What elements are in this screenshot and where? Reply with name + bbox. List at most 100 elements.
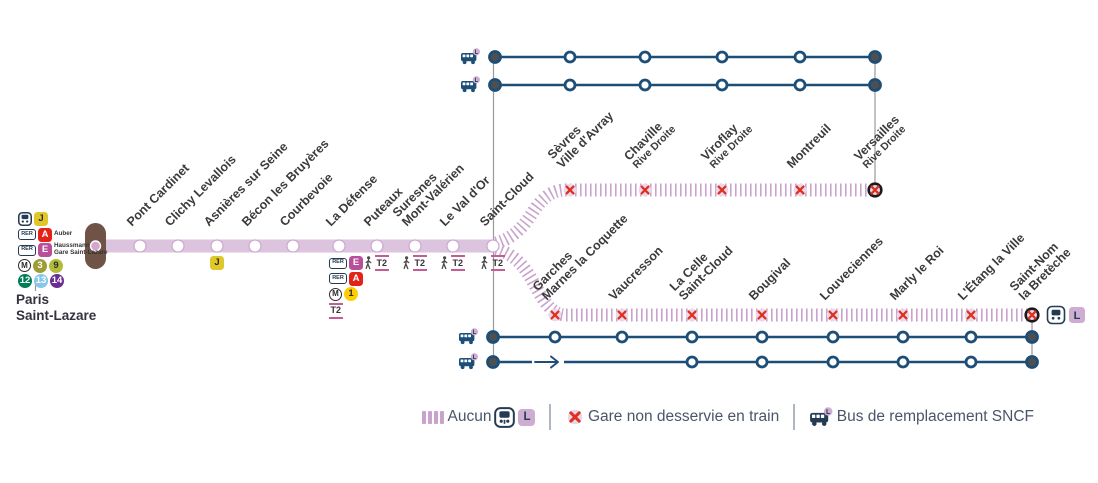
bus-terminal <box>868 50 882 64</box>
bus-stop <box>563 78 577 92</box>
rer-badge: RER <box>18 229 36 240</box>
walk-to-t2-connection: T2 <box>402 255 427 271</box>
station-not-served-louveciennes <box>826 308 840 322</box>
legend-divider <box>793 404 795 430</box>
bus-stop <box>715 50 729 64</box>
line-9-badge: 9 <box>49 258 63 273</box>
bus-stop <box>563 50 577 64</box>
bus-stop <box>638 78 652 92</box>
line-14-badge: 14 <box>50 274 64 288</box>
tram-t2-badge: T2 <box>413 255 427 271</box>
train-icon <box>1046 305 1066 325</box>
replacement-bus-icon: L <box>459 353 478 370</box>
bus-stop <box>896 330 910 344</box>
line-13-badge: 13 <box>34 274 48 288</box>
bus-terminal <box>488 50 502 64</box>
line-l-badge: L <box>518 408 536 426</box>
bus-stop <box>793 50 807 64</box>
station-saint-cloud <box>486 239 500 253</box>
walking-person-icon <box>402 256 411 270</box>
walking-person-icon <box>364 256 373 270</box>
train-icon <box>18 212 32 226</box>
station-courbevoie <box>286 239 300 253</box>
line-1-badge: 1 <box>344 287 358 301</box>
tram-t2-badge: T2 <box>451 255 465 271</box>
terminus-dot <box>89 240 102 252</box>
station-not-served-viroflay-rive-droite <box>715 183 729 197</box>
line-l-badge: L <box>1069 307 1085 323</box>
bus-stop <box>685 355 699 369</box>
station-becon-les-bruyeres <box>248 239 262 253</box>
legend-no-train-item: Aucun L <box>422 406 536 428</box>
station-puteaux <box>370 239 384 253</box>
legend-bus-label: Bus de remplacement SNCF <box>836 408 1035 425</box>
train-icon <box>494 406 516 428</box>
replacement-bus-icon: L <box>461 48 480 65</box>
bus-stop <box>755 330 769 344</box>
no-train-hatch-icon <box>422 410 444 424</box>
station-not-served-chaville-rive-droite <box>638 183 652 197</box>
bus-terminal <box>868 78 882 92</box>
station-not-served-garches-marnes-la-coquette <box>548 308 562 322</box>
station-not-served-sevres-ville-d-avray <box>563 183 577 197</box>
legend-gare-label: Gare non desservie en train <box>587 408 780 425</box>
line-j-badge: J <box>34 212 48 226</box>
line-j-badge: J <box>210 256 224 270</box>
bus-stop <box>964 330 978 344</box>
bus-stop <box>826 330 840 344</box>
station-suresnes-mont-valerien <box>408 239 422 253</box>
paris-saint-lazare-connections: J RER A Auber RER E Haussmann Gare Saint-Lazare… <box>18 212 108 288</box>
replacement-bus-line: L <box>459 328 1039 345</box>
terminus-title-line2: Saint-Lazare <box>16 307 97 323</box>
terminus-title-paris-saint-lazare: Paris Saint-Lazare <box>16 292 96 323</box>
line-a-badge: A <box>38 227 52 242</box>
direction-arrow-icon <box>534 355 559 369</box>
bus-stop <box>715 78 729 92</box>
station-not-served-la-celle-saint-cloud <box>685 308 699 322</box>
bus-terminal <box>488 78 502 92</box>
station-le-val-d-or <box>446 239 460 253</box>
replacement-bus-icon: L <box>459 328 478 345</box>
bus-terminal <box>1025 330 1039 344</box>
connection-under-station: J <box>210 256 224 270</box>
replacement-bus-line: L <box>459 353 1039 370</box>
replacement-bus-line: L <box>461 48 882 65</box>
bus-terminal <box>1025 355 1039 369</box>
station-not-served-marly-le-roi <box>896 308 910 322</box>
station-not-served-saint-nom-la-breteche <box>1024 307 1040 323</box>
rer-badge: RER <box>329 273 347 284</box>
walk-to-t2-connection: T2 <box>364 255 389 271</box>
station-not-served-l-etang-la-ville <box>964 308 978 322</box>
terminus-title-line1: Paris <box>16 292 50 307</box>
bus-stop <box>826 355 840 369</box>
tram-t2-badge: T2 <box>491 255 505 271</box>
line-3-badge: 3 <box>33 258 47 273</box>
station-not-served-versailles-rive-droite <box>867 182 883 198</box>
bus-stop <box>638 50 652 64</box>
station-asnieres-sur-seine <box>210 239 224 253</box>
bus-stop <box>964 355 978 369</box>
line-e-badge: E <box>38 243 52 257</box>
bus-stop <box>548 330 562 344</box>
bus-stop <box>896 355 910 369</box>
station-pont-cardinet <box>133 239 147 253</box>
replacement-bus-icon: L <box>809 407 834 427</box>
connection-name-label: Auber <box>54 230 73 238</box>
legend-not-served-item: Gare non desservie en train <box>565 407 779 427</box>
walking-person-icon <box>440 256 449 270</box>
walk-to-t2-connection: T2 <box>440 255 465 271</box>
svg-text:L: L <box>473 355 477 361</box>
station-la-defense <box>332 239 346 253</box>
tram-t2-badge: T2 <box>329 302 343 319</box>
svg-text:L: L <box>475 50 479 56</box>
rer-badge: RER <box>329 257 347 269</box>
metro-badge: M <box>329 287 342 301</box>
legend-bus-item: L Bus de remplacement SNCF <box>809 407 1034 427</box>
station-not-served-bougival <box>755 308 769 322</box>
station-not-served-vaucresson <box>615 308 629 322</box>
legend: Aucun L Gare non desservie en tr <box>422 404 1034 430</box>
svg-text:L: L <box>473 330 477 336</box>
svg-text:L: L <box>826 409 831 416</box>
